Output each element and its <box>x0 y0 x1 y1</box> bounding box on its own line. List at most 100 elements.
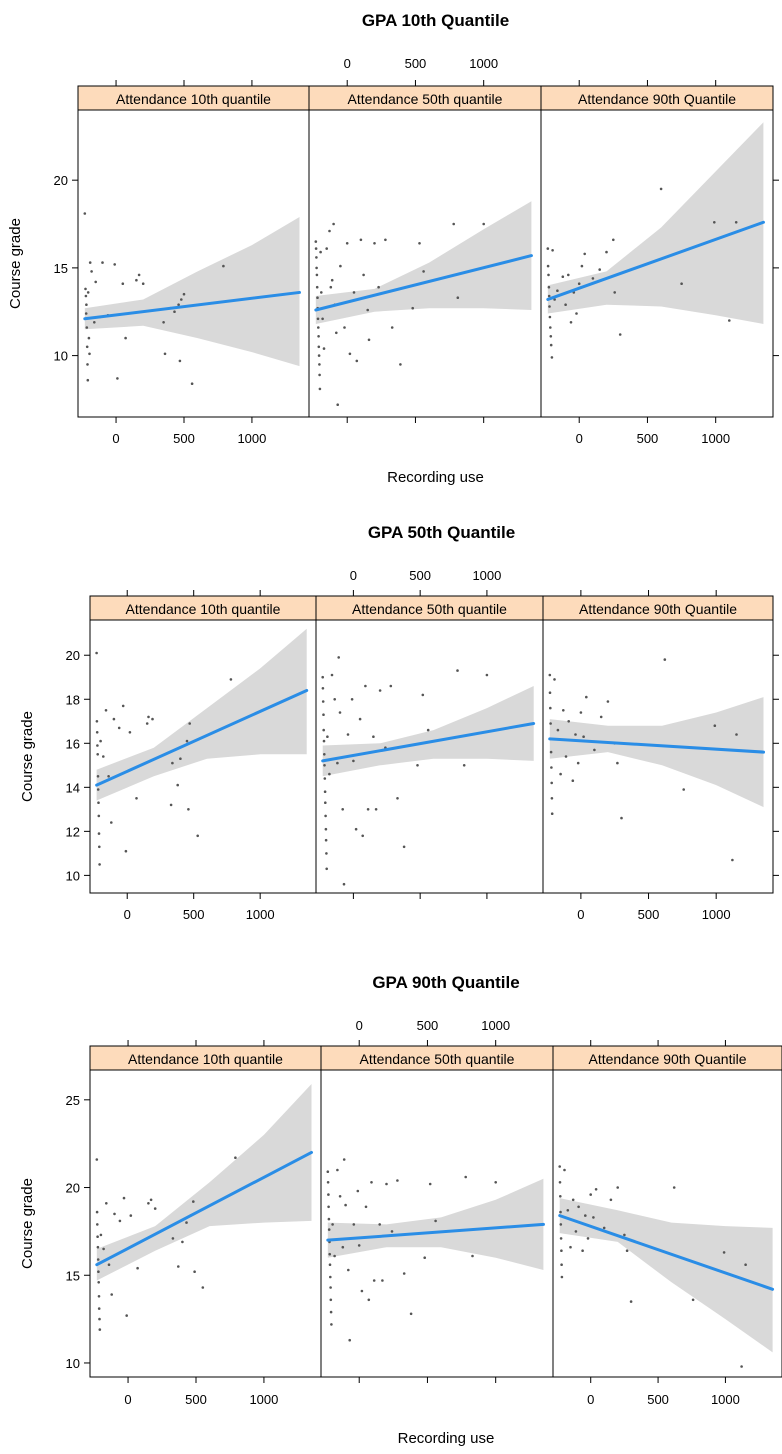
x-tick-label-top: 0 <box>344 56 351 71</box>
data-point <box>129 1214 133 1217</box>
y-tick-label: 20 <box>66 648 80 663</box>
confidence-band <box>322 686 534 777</box>
data-point <box>576 761 580 765</box>
data-point <box>321 675 325 679</box>
data-point <box>559 1195 562 1198</box>
data-point <box>352 759 355 763</box>
data-point <box>102 755 105 758</box>
data-point <box>147 715 150 719</box>
data-point <box>366 308 370 312</box>
data-point <box>185 739 189 743</box>
data-point <box>367 1298 371 1302</box>
data-point <box>331 1223 334 1226</box>
data-point <box>354 827 358 831</box>
data-point <box>550 766 553 769</box>
data-point <box>88 261 92 264</box>
data-point <box>90 270 93 273</box>
data-point <box>553 678 556 681</box>
data-point <box>314 240 318 243</box>
data-point <box>581 1249 584 1252</box>
data-point <box>329 1298 333 1302</box>
data-point <box>561 275 565 279</box>
data-point <box>548 315 552 319</box>
fit-line <box>95 688 309 787</box>
data-point <box>452 222 456 226</box>
x-tick-label: 500 <box>647 1392 669 1407</box>
x-tick-label: 0 <box>576 431 583 446</box>
data-point <box>315 266 318 270</box>
data-point <box>124 336 127 340</box>
data-point <box>149 1198 153 1202</box>
data-point <box>598 268 601 271</box>
data-point <box>322 347 326 350</box>
data-point <box>549 335 553 338</box>
data-point <box>321 687 325 690</box>
panel-strip-label: Attendance 90th Quantile <box>579 601 737 617</box>
data-point <box>399 363 402 366</box>
data-point <box>323 777 327 780</box>
data-point <box>86 363 89 366</box>
data-point <box>113 1212 116 1216</box>
data-point <box>377 285 380 289</box>
data-point <box>329 285 333 289</box>
data-point <box>591 277 595 280</box>
y-tick-label: 18 <box>66 692 80 707</box>
data-point <box>322 739 326 743</box>
fit-line <box>326 1222 545 1242</box>
x-tick-label: 0 <box>112 431 119 446</box>
data-point <box>547 294 551 298</box>
x-tick-label: 1000 <box>246 907 275 922</box>
data-point <box>328 772 331 776</box>
data-point <box>96 1258 100 1261</box>
data-point <box>96 1223 99 1226</box>
chart-1: GPA 10th Quantile Course grade Recording u… <box>7 11 779 486</box>
data-point <box>366 808 370 811</box>
data-point <box>372 1279 376 1282</box>
data-point <box>682 788 685 791</box>
data-point <box>135 797 138 800</box>
x-tick-label: 500 <box>183 907 205 922</box>
data-point <box>609 1198 613 1202</box>
y-tick-label: 14 <box>66 780 80 795</box>
data-point <box>317 345 321 349</box>
data-point <box>396 797 399 800</box>
data-point <box>118 1219 122 1223</box>
x-tick-label: 1000 <box>711 1392 740 1407</box>
panel-strip-label: Attendance 10th quantile <box>126 601 281 617</box>
data-point <box>339 264 342 268</box>
data-point <box>625 1249 629 1252</box>
data-point <box>323 753 326 756</box>
x-tick-label-top: 500 <box>417 1018 439 1033</box>
data-point <box>562 709 565 712</box>
fit-line <box>95 1150 313 1267</box>
data-point <box>390 1230 394 1233</box>
data-point <box>629 1300 633 1303</box>
data-point <box>549 326 552 329</box>
panel-strip-label: Attendance 50th quantile <box>348 91 503 107</box>
data-point <box>336 1168 339 1172</box>
data-point <box>560 1263 563 1266</box>
data-point <box>584 1214 587 1217</box>
y-tick-label: 16 <box>66 736 80 751</box>
data-point <box>464 1175 468 1179</box>
panel-strip-label: Attendance 90th Quantile <box>578 91 736 107</box>
data-point <box>364 1205 368 1209</box>
data-point <box>547 273 550 277</box>
x-tick-label: 500 <box>637 431 659 446</box>
y-axis-label: Course grade <box>19 1178 36 1269</box>
panel-1: Attendance 10th quantile 0 500 1000 <box>89 590 317 922</box>
y-tick-label: 10 <box>66 1356 80 1371</box>
fit-line <box>546 220 765 301</box>
data-point <box>105 1202 108 1205</box>
data-point <box>327 1217 331 1221</box>
data-point <box>327 1228 331 1231</box>
panel-1: Attendance 10th quantile 0 500 1000 <box>77 80 310 446</box>
data-point <box>560 1249 563 1252</box>
confidence-band <box>96 1084 312 1281</box>
data-point <box>549 722 552 725</box>
data-point <box>321 700 325 703</box>
data-point <box>85 345 89 349</box>
data-point <box>548 673 552 677</box>
x-tick-label: 0 <box>124 1392 131 1407</box>
